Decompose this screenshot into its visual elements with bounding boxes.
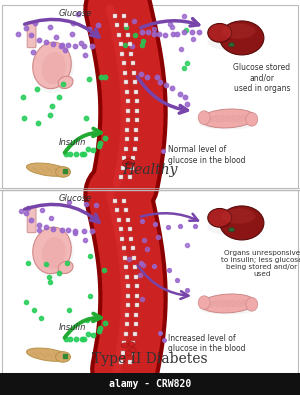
Ellipse shape xyxy=(199,118,257,130)
Ellipse shape xyxy=(221,209,255,224)
Ellipse shape xyxy=(200,109,256,128)
Text: alamy - CRW820: alamy - CRW820 xyxy=(109,379,191,389)
Ellipse shape xyxy=(58,261,73,274)
Text: Insulin: Insulin xyxy=(58,138,86,147)
Ellipse shape xyxy=(246,297,258,311)
Ellipse shape xyxy=(221,23,255,39)
Ellipse shape xyxy=(220,206,264,240)
Ellipse shape xyxy=(229,228,235,232)
Ellipse shape xyxy=(123,159,135,168)
Ellipse shape xyxy=(33,227,71,274)
Ellipse shape xyxy=(246,113,258,126)
Ellipse shape xyxy=(208,23,232,42)
Bar xyxy=(0,373,300,395)
Text: Organs unresponsive
to insulin; less glucose
being stored and/or
used: Organs unresponsive to insulin; less glu… xyxy=(221,250,300,277)
Ellipse shape xyxy=(128,342,135,347)
Text: Glucose: Glucose xyxy=(58,9,92,18)
Ellipse shape xyxy=(42,52,66,84)
Bar xyxy=(2,190,298,373)
Ellipse shape xyxy=(26,163,70,177)
Text: Insulin: Insulin xyxy=(58,323,86,332)
Ellipse shape xyxy=(33,42,71,88)
Ellipse shape xyxy=(129,348,136,353)
Ellipse shape xyxy=(56,352,70,362)
Text: Healthy: Healthy xyxy=(122,163,178,177)
Text: Increased level of
glucose in the blood: Increased level of glucose in the blood xyxy=(168,334,245,354)
Text: Type II Diabetes: Type II Diabetes xyxy=(92,352,208,366)
Ellipse shape xyxy=(198,111,210,124)
Text: Normal level of
glucose in the blood: Normal level of glucose in the blood xyxy=(168,145,245,165)
FancyBboxPatch shape xyxy=(27,207,36,233)
Text: Glucose stored
and/or
used in organs: Glucose stored and/or used in organs xyxy=(233,63,291,93)
Ellipse shape xyxy=(200,294,256,313)
Ellipse shape xyxy=(207,34,262,51)
Ellipse shape xyxy=(199,303,257,314)
Ellipse shape xyxy=(125,351,132,356)
Ellipse shape xyxy=(26,348,70,361)
FancyBboxPatch shape xyxy=(27,22,36,48)
Ellipse shape xyxy=(125,161,132,166)
Ellipse shape xyxy=(208,209,232,227)
Ellipse shape xyxy=(56,167,70,177)
Bar xyxy=(2,5,298,188)
Ellipse shape xyxy=(34,229,74,278)
Ellipse shape xyxy=(207,219,262,236)
Ellipse shape xyxy=(198,296,210,309)
Ellipse shape xyxy=(220,21,264,55)
Ellipse shape xyxy=(58,76,73,88)
Text: Glucose: Glucose xyxy=(58,194,92,203)
Ellipse shape xyxy=(42,237,66,269)
Ellipse shape xyxy=(121,343,128,348)
Ellipse shape xyxy=(229,43,235,47)
Ellipse shape xyxy=(34,45,74,93)
